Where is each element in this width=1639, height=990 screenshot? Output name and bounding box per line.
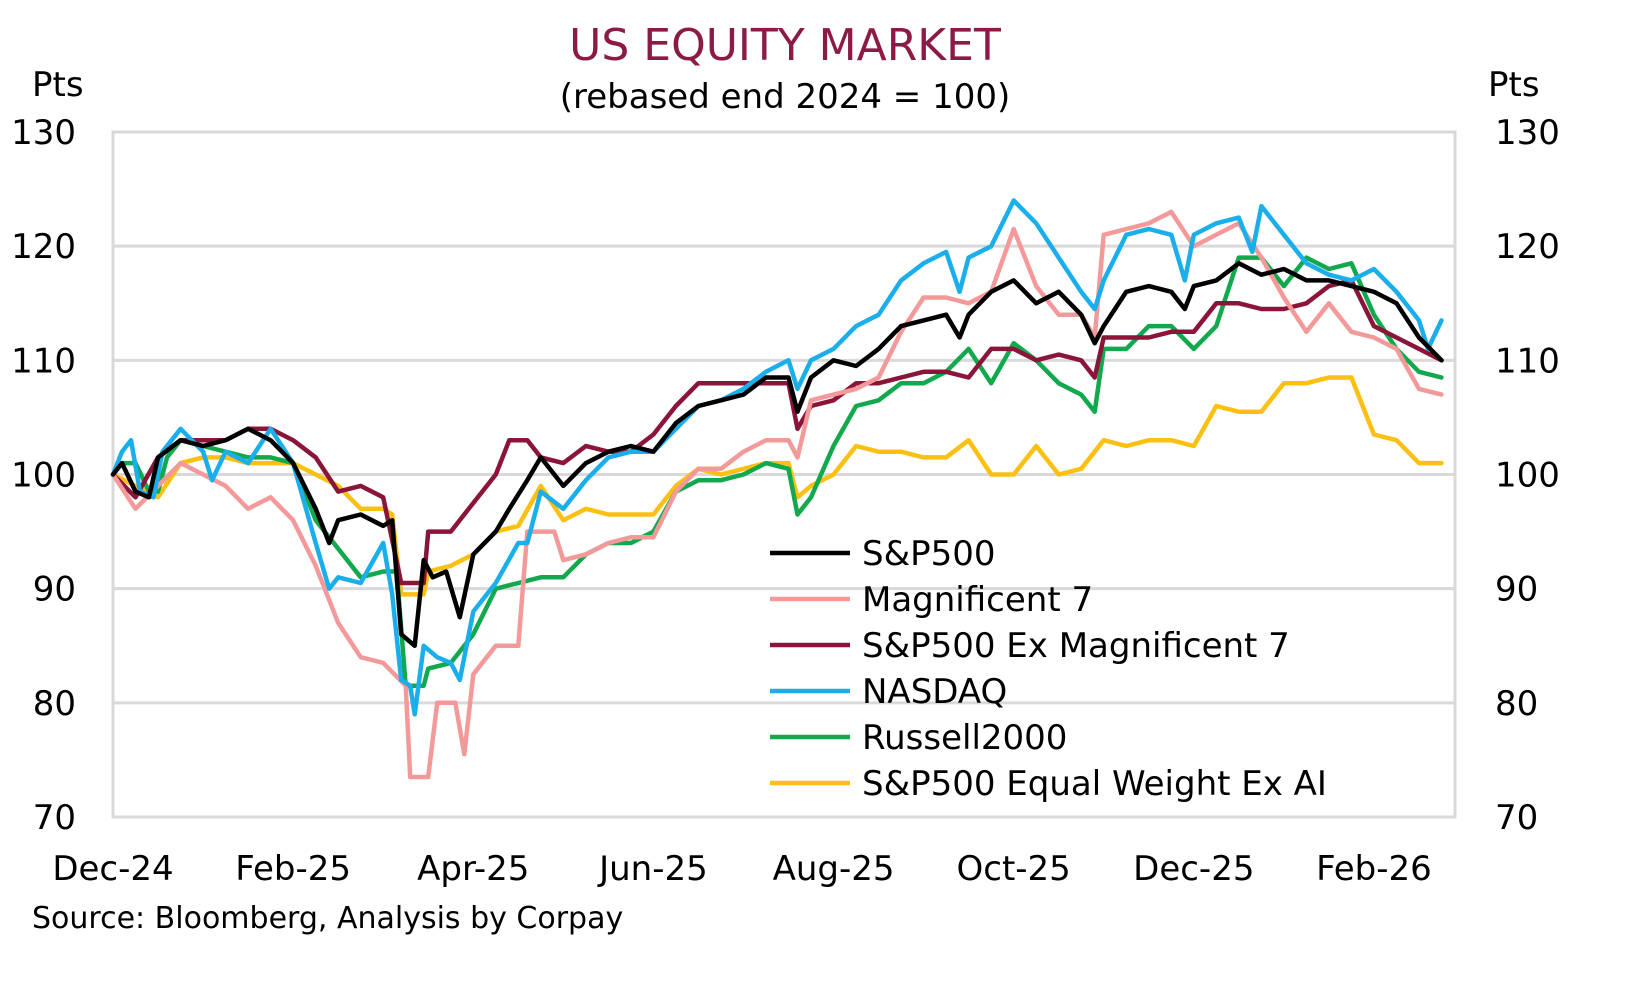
y-tick-label-right: 130 bbox=[1495, 113, 1560, 153]
y-axis-label-right: Pts bbox=[1488, 65, 1540, 105]
y-tick-label-left: 70 bbox=[33, 798, 76, 838]
legend-label: Magnificent 7 bbox=[862, 580, 1093, 620]
y-ticks-right: 130 120 110 100 90 80 70 bbox=[1495, 113, 1560, 838]
x-tick-label: Apr-25 bbox=[417, 849, 529, 889]
y-tick-label-left: 90 bbox=[33, 570, 76, 610]
y-ticks-left: 130 120 110 100 90 80 70 bbox=[11, 113, 76, 838]
y-tick-label-left: 130 bbox=[11, 113, 76, 153]
legend-label: Russell2000 bbox=[862, 718, 1067, 758]
y-tick-label-right: 100 bbox=[1495, 456, 1560, 496]
series-line-magnificent-7 bbox=[110, 209, 1444, 780]
legend-item: S&P500 bbox=[770, 534, 996, 574]
x-tick-label: Dec-24 bbox=[52, 849, 173, 889]
chart-subtitle: (rebased end 2024 = 100) bbox=[560, 77, 1011, 117]
legend-item: Russell2000 bbox=[770, 718, 1067, 758]
legend-item: S&P500 Equal Weight Ex AI bbox=[770, 764, 1327, 804]
legend-item: NASDAQ bbox=[770, 672, 1007, 712]
y-tick-label-right: 90 bbox=[1495, 570, 1538, 610]
x-tick-label: Jun-25 bbox=[597, 849, 708, 889]
source-note: Source: Bloomberg, Analysis by Corpay bbox=[32, 901, 623, 936]
x-tick-label: Dec-25 bbox=[1133, 849, 1254, 889]
y-tick-label-right: 110 bbox=[1495, 341, 1560, 381]
legend-label: S&P500 Ex Magnificent 7 bbox=[862, 626, 1290, 666]
y-tick-label-left: 80 bbox=[33, 684, 76, 724]
legend-item: S&P500 Ex Magnificent 7 bbox=[770, 626, 1290, 666]
legend: S&P500 Magnificent 7 S&P500 Ex Magnificent… bbox=[770, 534, 1327, 804]
y-tick-label-left: 110 bbox=[11, 341, 76, 381]
x-tick-label: Feb-25 bbox=[235, 849, 351, 889]
x-ticks: Dec-24 Feb-25 Apr-25 Jun-25 Aug-25 Oct-25 Dec-… bbox=[52, 849, 1431, 889]
y-tick-label-right: 120 bbox=[1495, 227, 1560, 267]
legend-item: Magnificent 7 bbox=[770, 580, 1093, 620]
x-tick-label: Aug-25 bbox=[773, 849, 895, 889]
y-tick-label-left: 100 bbox=[11, 456, 76, 496]
chart-title: US EQUITY MARKET bbox=[569, 20, 1001, 71]
series-line-s-p500-ex-magnificent-7 bbox=[110, 278, 1444, 586]
y-axis-label-left: Pts bbox=[32, 65, 84, 105]
x-tick-label: Feb-26 bbox=[1316, 849, 1432, 889]
legend-label: S&P500 bbox=[862, 534, 996, 574]
y-tick-label-right: 80 bbox=[1495, 684, 1538, 724]
legend-label: S&P500 Equal Weight Ex AI bbox=[862, 764, 1327, 804]
y-tick-label-right: 70 bbox=[1495, 798, 1538, 838]
y-tick-label-left: 120 bbox=[11, 227, 76, 267]
x-tick-label: Oct-25 bbox=[957, 849, 1071, 889]
legend-label: NASDAQ bbox=[862, 672, 1007, 712]
series-line-s-p500 bbox=[110, 261, 1444, 649]
series-lines bbox=[110, 198, 1444, 780]
